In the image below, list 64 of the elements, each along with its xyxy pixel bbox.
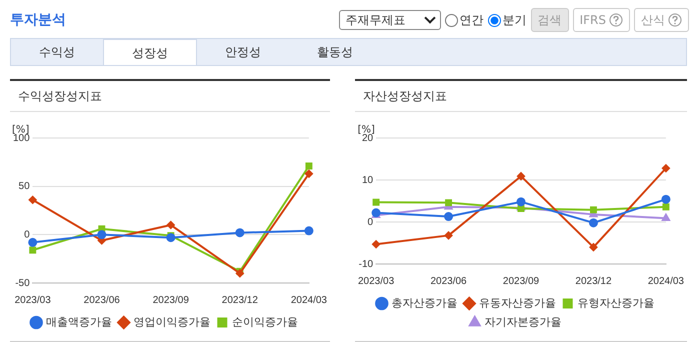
legend-label: 유형자산증가율 <box>577 298 654 310</box>
x-tick-label: 2023/06 <box>430 276 468 287</box>
point <box>662 203 670 210</box>
x-tick-label: 2023/06 <box>84 294 120 306</box>
point <box>517 172 525 180</box>
point <box>662 214 670 221</box>
x-tick-label: 2023/12 <box>222 294 258 306</box>
legend-label: 순이익증가율 <box>232 316 298 329</box>
text: 산식 <box>641 12 665 28</box>
category-label: 활동성 <box>316 44 354 61</box>
category-label: 성장성 <box>103 39 197 65</box>
legend-label: 영업이익증가율 <box>133 316 210 329</box>
legend-label: 매출액증가율 <box>46 316 112 329</box>
x-tick-label: 2023/09 <box>152 294 190 306</box>
point <box>305 162 312 170</box>
y-tick-label: 100 <box>12 132 30 144</box>
category-label: 안정성 <box>224 44 262 61</box>
point <box>166 233 176 242</box>
point <box>516 197 526 206</box>
category-label: 수익성 <box>38 44 76 61</box>
point <box>588 218 598 228</box>
point <box>444 212 454 222</box>
point <box>444 231 453 240</box>
point <box>372 198 380 206</box>
point <box>590 206 597 214</box>
y-tick-label: 10 <box>362 174 374 186</box>
y-tick-label: 20 <box>362 132 374 144</box>
point <box>304 226 314 236</box>
point <box>236 269 244 278</box>
y-tick-label: -50 <box>15 278 30 289</box>
y-tick-label: 0 <box>24 229 30 240</box>
y-tick-label: -10 <box>358 258 374 270</box>
legend-label: 유동자산증가율 <box>478 298 556 310</box>
x-tick-label: 2024/03 <box>290 294 328 306</box>
text: IFRS <box>580 13 606 27</box>
point <box>304 170 313 178</box>
point <box>661 194 670 204</box>
point <box>589 243 598 252</box>
x-tick-label: 2023/09 <box>502 276 540 287</box>
x-tick-label: 2023/03 <box>358 276 395 287</box>
text: 분기 <box>502 12 527 28</box>
point <box>518 205 524 212</box>
chart-title: 자산성장성지표 <box>355 81 687 112</box>
point <box>372 240 380 248</box>
point <box>166 221 175 229</box>
point <box>235 228 244 238</box>
point <box>28 238 38 247</box>
text: 투자분석 <box>10 11 66 29</box>
x-tick-label: 2023/03 <box>14 294 52 306</box>
x-tick-label: 2024/03 <box>648 276 684 287</box>
text: 주재무제표 <box>346 12 406 28</box>
point <box>97 230 106 240</box>
x-tick-label: 2023/12 <box>575 276 612 287</box>
y-tick-label: 0 <box>368 216 374 228</box>
point <box>29 246 36 254</box>
legend-label: 자기자본증가율 <box>484 316 562 329</box>
text: 연간 <box>460 12 484 28</box>
y-tick-label: 50 <box>18 181 30 192</box>
chart-title: 수익성장성지표 <box>10 81 330 112</box>
point <box>28 196 37 204</box>
legend-label: 총자산증가율 <box>391 298 458 310</box>
text: 검색 <box>530 8 569 32</box>
point <box>445 199 452 206</box>
point <box>662 164 670 172</box>
